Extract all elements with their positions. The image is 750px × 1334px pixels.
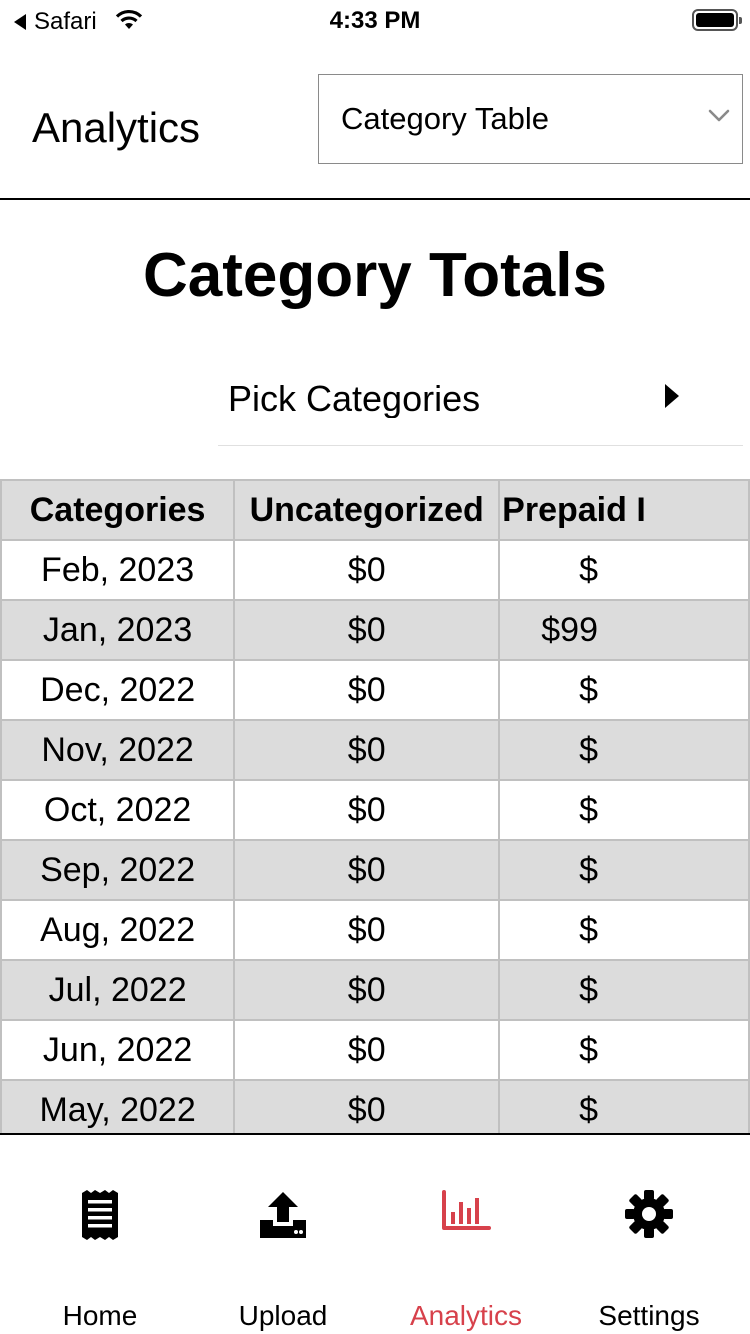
view-select[interactable]: Category Table — [318, 74, 743, 164]
status-bar: Safari 4:33 PM — [0, 0, 750, 44]
row-prepaid: $ — [498, 779, 750, 841]
row-uncategorized: $0 — [233, 899, 501, 961]
row-prepaid: $ — [498, 839, 750, 901]
row-prepaid: $ — [498, 959, 750, 1021]
pick-categories-button[interactable]: Pick Categories — [218, 360, 743, 446]
row-uncategorized: $0 — [233, 719, 501, 781]
receipt-icon — [82, 1190, 118, 1240]
row-month: Nov, 2022 — [0, 719, 236, 781]
tab-settings[interactable]: Settings — [555, 1136, 743, 1334]
row-prepaid: $ — [498, 1079, 750, 1133]
tab-analytics-label: Analytics — [409, 1300, 523, 1331]
column-header-categories: Categories — [0, 479, 236, 541]
row-prepaid: $ — [498, 899, 750, 961]
row-month: Feb, 2023 — [0, 539, 236, 601]
table-row: Jan, 2023 $0 $99 — [0, 599, 750, 661]
wifi-icon — [115, 9, 143, 29]
table-row: Sep, 2022 $0 $ — [0, 839, 750, 901]
tab-analytics[interactable]: Analytics — [372, 1136, 560, 1334]
battery-icon — [692, 9, 742, 31]
pick-categories-label: Pick Categories — [228, 378, 481, 418]
header-title: Analytics — [32, 104, 201, 151]
row-uncategorized: $0 — [233, 659, 501, 721]
caret-right-icon — [665, 384, 679, 408]
tab-home[interactable]: Home — [6, 1136, 194, 1334]
row-prepaid: $ — [498, 539, 750, 601]
row-uncategorized: $0 — [233, 1019, 501, 1081]
tab-bar: Home Upload Analytics — [0, 1136, 750, 1334]
row-uncategorized: $0 — [233, 959, 501, 1021]
row-prepaid: $99 — [498, 599, 750, 661]
row-month: Jun, 2022 — [0, 1019, 236, 1081]
tab-home-label: Home — [62, 1300, 138, 1331]
row-uncategorized: $0 — [233, 599, 501, 661]
row-uncategorized: $0 — [233, 1079, 501, 1133]
data-table: Categories Uncategorized Prepaid I Feb, … — [0, 479, 750, 1133]
row-month: Jan, 2023 — [0, 599, 236, 661]
chevron-down-icon — [708, 109, 730, 122]
table-row: Oct, 2022 $0 $ — [0, 779, 750, 841]
tab-settings-label: Settings — [598, 1300, 700, 1331]
table-row: Jul, 2022 $0 $ — [0, 959, 750, 1021]
row-month: Aug, 2022 — [0, 899, 236, 961]
table-row: Nov, 2022 $0 $ — [0, 719, 750, 781]
tab-upload[interactable]: Upload — [189, 1136, 377, 1334]
table-row: Aug, 2022 $0 $ — [0, 899, 750, 961]
row-month: Dec, 2022 — [0, 659, 236, 721]
row-uncategorized: $0 — [233, 779, 501, 841]
row-uncategorized: $0 — [233, 539, 501, 601]
row-month: May, 2022 — [0, 1079, 236, 1133]
bar-chart-icon — [442, 1190, 491, 1230]
column-header-uncategorized: Uncategorized — [233, 479, 501, 541]
page-title: Category Totals — [143, 241, 607, 310]
gear-icon — [625, 1190, 673, 1238]
view-select-value: Category Table — [341, 101, 549, 136]
app-header: Analytics Category Table — [0, 44, 750, 200]
table-row: Dec, 2022 $0 $ — [0, 659, 750, 721]
status-time: 4:33 PM — [329, 7, 421, 34]
back-to-app-link[interactable]: Safari — [14, 8, 97, 36]
tab-upload-label: Upload — [238, 1300, 328, 1331]
table-row: Jun, 2022 $0 $ — [0, 1019, 750, 1081]
back-app-label: Safari — [34, 8, 97, 35]
row-uncategorized: $0 — [233, 839, 501, 901]
table-header-row: Categories Uncategorized Prepaid I — [0, 479, 750, 541]
row-prepaid: $ — [498, 719, 750, 781]
row-prepaid: $ — [498, 1019, 750, 1081]
row-month: Jul, 2022 — [0, 959, 236, 1021]
row-month: Oct, 2022 — [0, 779, 236, 841]
table-row: Feb, 2023 $0 $ — [0, 539, 750, 601]
column-header-prepaid: Prepaid I — [498, 479, 750, 541]
table-row: May, 2022 $0 $ — [0, 1079, 750, 1133]
upload-icon — [260, 1192, 306, 1238]
category-totals-table[interactable]: Categories Uncategorized Prepaid I Feb, … — [0, 479, 750, 1135]
row-prepaid: $ — [498, 659, 750, 721]
row-month: Sep, 2022 — [0, 839, 236, 901]
back-arrow-icon — [14, 14, 26, 30]
